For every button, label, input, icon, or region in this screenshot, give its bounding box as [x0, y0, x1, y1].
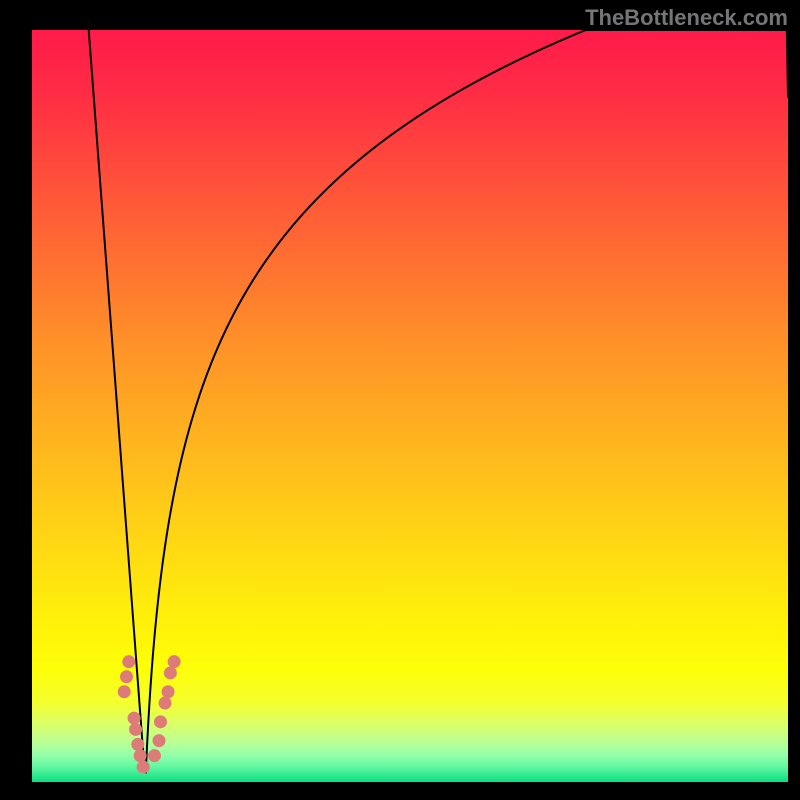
data-marker — [129, 723, 142, 736]
curve-overlay — [32, 30, 788, 782]
data-marker — [153, 734, 166, 747]
data-marker — [159, 697, 172, 710]
bottleneck-curve — [89, 30, 788, 772]
data-marker — [137, 760, 150, 773]
data-marker — [120, 670, 133, 683]
data-marker — [122, 655, 135, 668]
data-marker — [131, 738, 144, 751]
chart-container: { "attribution": { "text": "TheBottlenec… — [0, 0, 800, 800]
data-marker — [134, 749, 147, 762]
data-marker — [162, 685, 175, 698]
data-marker — [148, 749, 161, 762]
attribution-label: TheBottleneck.com — [585, 5, 788, 31]
data-marker — [164, 666, 177, 679]
data-marker — [128, 712, 141, 725]
plot-area — [32, 30, 788, 782]
data-marker — [118, 685, 131, 698]
data-marker — [168, 655, 181, 668]
data-marker — [154, 715, 167, 728]
